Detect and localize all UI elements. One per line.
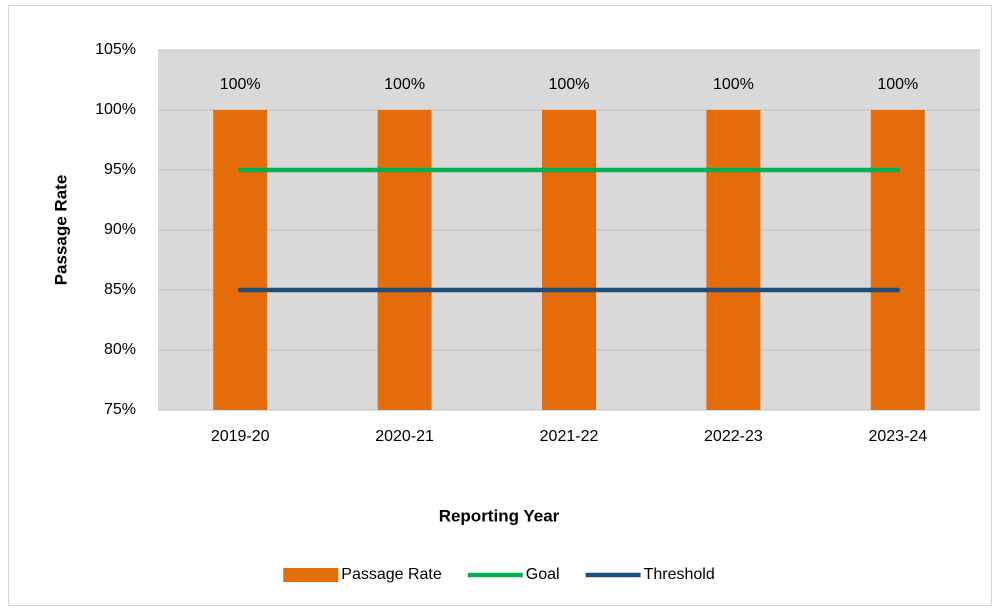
y-axis-title: Passage Rate <box>51 175 70 286</box>
bar <box>542 110 596 410</box>
legend-swatch <box>283 568 339 582</box>
data-label: 100% <box>877 76 918 93</box>
bar <box>870 110 925 410</box>
legend-label: Passage Rate <box>341 566 442 583</box>
data-label: 100% <box>549 76 590 93</box>
y-tick-label: 100% <box>95 101 136 118</box>
data-label: 100% <box>713 76 754 93</box>
x-tick-label: 2020-21 <box>375 428 434 445</box>
data-label: 100% <box>220 76 261 93</box>
y-tick-label: 90% <box>104 221 136 238</box>
y-tick-label: 95% <box>104 161 136 178</box>
bar <box>377 110 432 410</box>
bar <box>706 110 761 410</box>
legend-label: Threshold <box>644 566 715 583</box>
bar <box>213 110 268 410</box>
x-tick-label: 2021-22 <box>540 428 599 445</box>
y-tick-label: 75% <box>104 401 136 418</box>
x-axis-title: Reporting Year <box>439 506 560 525</box>
y-tick-label: 85% <box>104 281 136 298</box>
x-tick-label: 2022-23 <box>704 428 763 445</box>
x-tick-label: 2019-20 <box>211 428 270 445</box>
legend-label: Goal <box>526 566 560 583</box>
y-tick-label: 80% <box>104 341 136 358</box>
y-tick-label: 105% <box>95 41 136 58</box>
data-label: 100% <box>384 76 425 93</box>
x-tick-label: 2023-24 <box>868 428 927 445</box>
